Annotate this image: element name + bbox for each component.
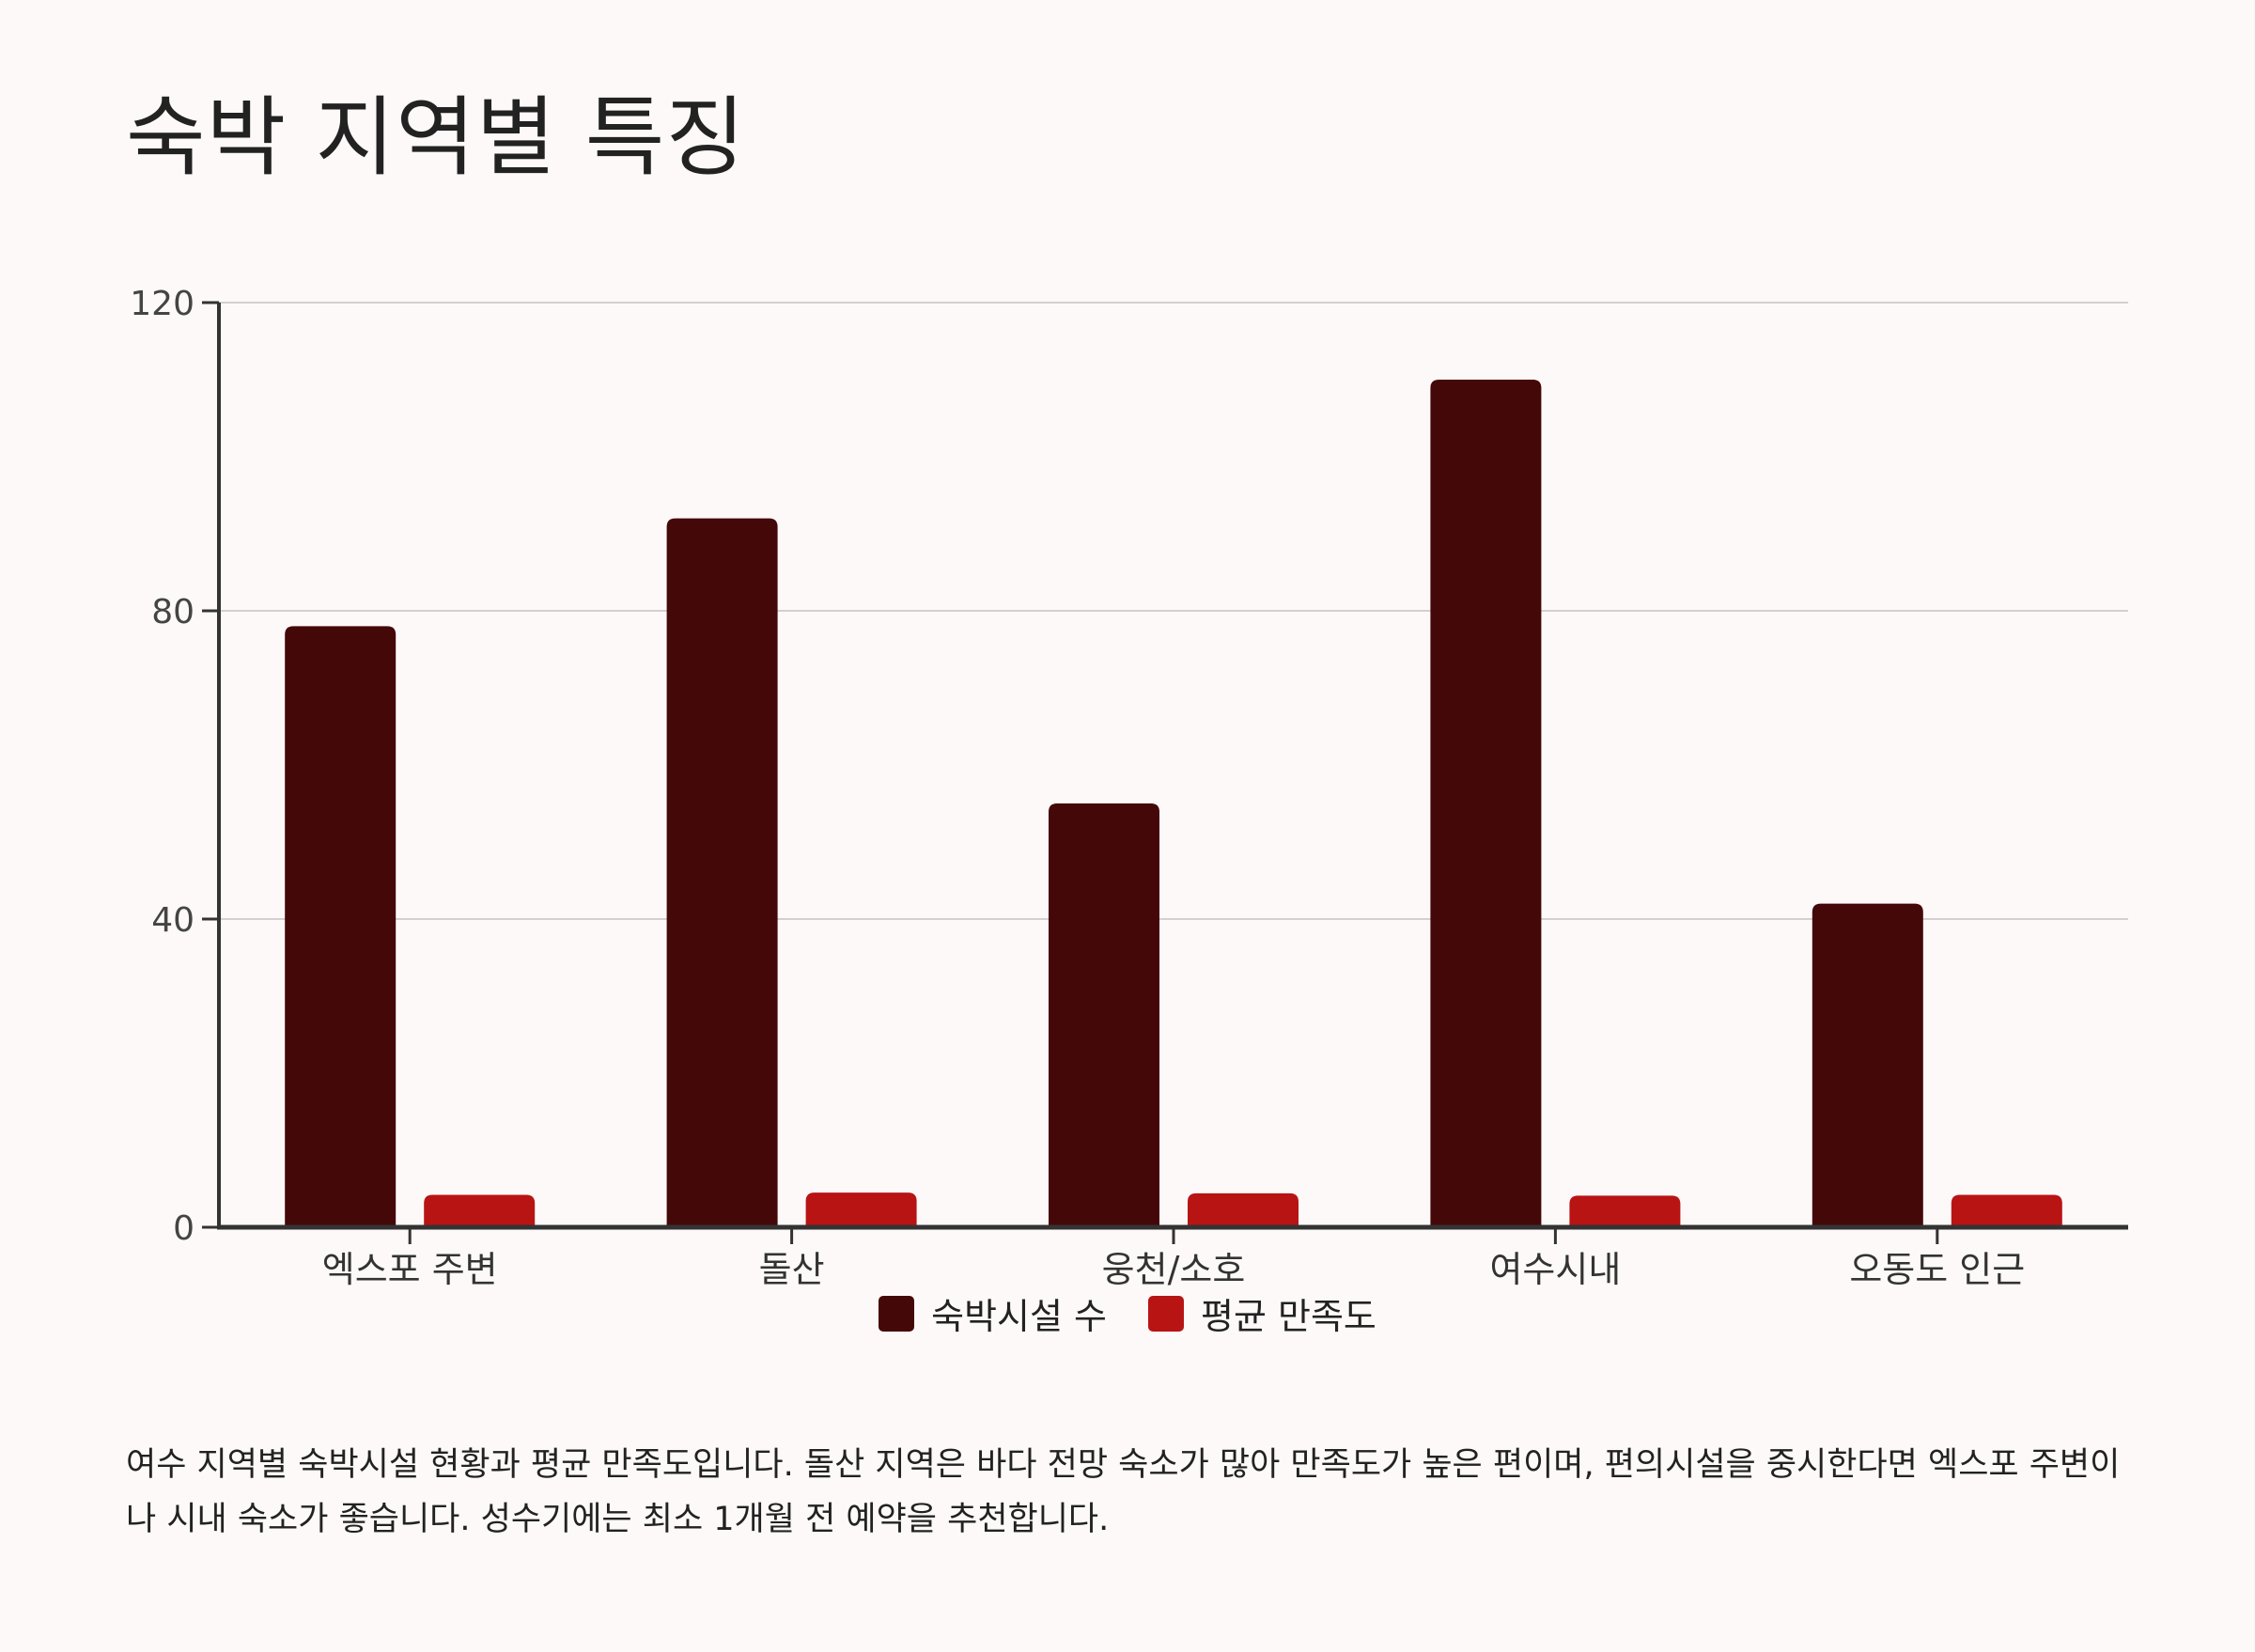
bar-facilities-0[interactable] [285, 626, 397, 1227]
gridlines [219, 302, 2128, 920]
bar-satisfaction-1[interactable] [805, 1192, 917, 1227]
legend-item-facilities[interactable]: 숙박시설 수 [879, 1287, 1107, 1339]
legend: 숙박시설 수 평균 만족도 [0, 1287, 2255, 1339]
bar-facilities-1[interactable] [666, 518, 778, 1227]
bars [285, 380, 2062, 1227]
legend-label-satisfaction: 평균 만족도 [1201, 1296, 1376, 1337]
x-tick-label-3: 여수시내 [1489, 1249, 1621, 1290]
y-tick-label-40: 40 [151, 901, 194, 940]
bar-satisfaction-3[interactable] [1569, 1195, 1681, 1227]
bar-facilities-3[interactable] [1430, 380, 1542, 1227]
legend-item-satisfaction[interactable]: 평균 만족도 [1148, 1287, 1376, 1339]
bar-satisfaction-2[interactable] [1188, 1192, 1299, 1227]
bar-satisfaction-0[interactable] [424, 1194, 536, 1227]
legend-label-facilities: 숙박시설 수 [931, 1296, 1107, 1337]
chart-area: 0 40 80 120 엑스포 주변 돌산 웅천/소호 여수시내 오동도 인근 [130, 285, 2128, 1290]
chart-description: 여수 지역별 숙박시설 현황과 평균 만족도입니다. 돌산 지역은 바다 전망 … [126, 1446, 2121, 1538]
page-title: 숙박 지역별 특징 [126, 87, 746, 188]
y-tick-label-120: 120 [130, 285, 194, 323]
bar-chart: 0 40 80 120 엑스포 주변 돌산 웅천/소호 여수시내 오동도 인근 [130, 285, 2128, 1290]
legend-swatch-facilities [879, 1295, 915, 1332]
x-tick-label-4: 오동도 인근 [1849, 1249, 2025, 1290]
y-tick-label-0: 0 [173, 1209, 194, 1248]
legend-swatch-satisfaction [1148, 1295, 1184, 1332]
bar-facilities-4[interactable] [1812, 903, 1923, 1227]
axes [202, 301, 2128, 1244]
bar-satisfaction-4[interactable] [1951, 1194, 2062, 1227]
x-tick-label-2: 웅천/소호 [1102, 1249, 1246, 1290]
y-tick-label-80: 80 [151, 593, 194, 631]
x-tick-label-0: 엑스포 주변 [322, 1249, 498, 1290]
tick-labels: 0 40 80 120 엑스포 주변 돌산 웅천/소호 여수시내 오동도 인근 [130, 285, 2025, 1290]
bar-facilities-2[interactable] [1049, 803, 1159, 1227]
x-tick-label-1: 돌산 [759, 1249, 825, 1290]
